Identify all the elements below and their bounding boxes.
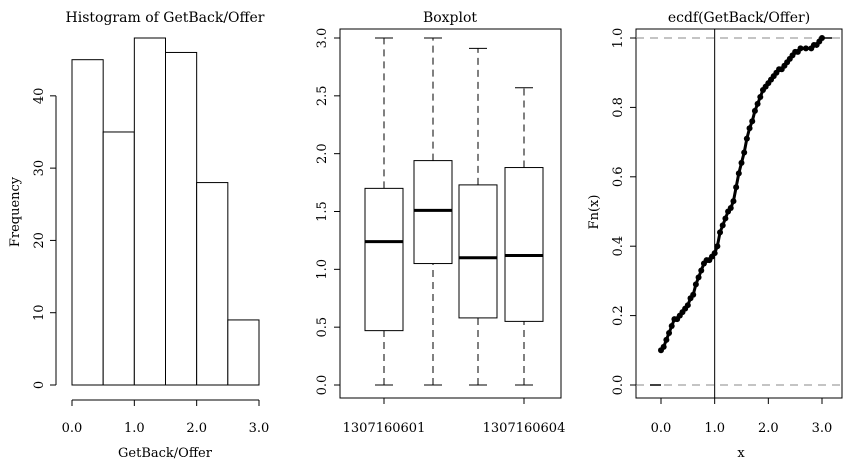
ecdf-curve — [650, 35, 832, 386]
ecdf-point — [663, 336, 670, 343]
histogram-x-tick-label: 2.0 — [186, 421, 207, 436]
ecdf-panel: ecdf(GetBack/Offer) x Fn(x) 0.0 1.0 2.0 3.0… — [587, 10, 843, 461]
ecdf-point — [722, 215, 729, 222]
ecdf-x-axis-label: x — [737, 446, 745, 461]
boxplot-box — [458, 184, 498, 319]
ecdf-point — [717, 229, 724, 236]
ecdf-x-tick-label: 2.0 — [758, 421, 779, 436]
ecdf-point — [660, 343, 667, 350]
ecdf-point — [730, 198, 737, 205]
ecdf-point — [751, 107, 758, 114]
ecdf-point — [819, 35, 825, 41]
boxplot-box — [413, 160, 453, 265]
histogram-y-tick-label: 20 — [32, 232, 47, 249]
ecdf-point — [668, 323, 675, 330]
histogram-bar — [102, 131, 135, 386]
ecdf-y-tick-label: 0.2 — [611, 305, 626, 326]
ecdf-point — [754, 100, 761, 107]
histogram-x-tick-label: 3.0 — [249, 421, 270, 436]
ecdf-point — [749, 118, 756, 125]
histogram-y-axis: 0 10 20 30 40 — [32, 88, 57, 389]
histogram-panel: Histogram of GetBack/Offer GetBack/Offer… — [8, 10, 269, 461]
histogram-y-tick-label: 30 — [32, 160, 47, 177]
ecdf-point — [711, 250, 718, 257]
ecdf-point — [690, 291, 697, 298]
ecdf-point — [727, 205, 734, 212]
histogram-y-axis-label: Frequency — [8, 176, 23, 247]
histogram-title: Histogram of GetBack/Offer — [66, 10, 265, 26]
boxplot-y-tick-label: 2.0 — [315, 143, 330, 164]
boxplot-box — [504, 167, 544, 322]
ecdf-point — [684, 302, 691, 309]
ecdf-x-tick-label: 1.0 — [704, 421, 725, 436]
boxplot-y-tick-label: 1.0 — [315, 259, 330, 280]
ecdf-point — [738, 159, 745, 166]
ecdf-point — [797, 45, 804, 52]
boxplot-y-tick-label: 0.0 — [315, 375, 330, 396]
ecdf-point — [698, 267, 705, 274]
ecdf-point — [692, 281, 699, 288]
ecdf-y-tick-label: 0.8 — [611, 97, 626, 118]
ecdf-reference-lines — [636, 29, 842, 398]
ecdf-point — [735, 170, 742, 177]
ecdf-title: ecdf(GetBack/Offer) — [668, 10, 810, 26]
ecdf-y-tick-label: 0.6 — [611, 166, 626, 187]
boxplot-boxes — [364, 37, 544, 386]
histogram-bar — [165, 51, 198, 386]
ecdf-point — [714, 243, 721, 250]
ecdf-y-tick-label: 0.4 — [611, 236, 626, 257]
boxplot-y-tick-label: 1.5 — [315, 201, 330, 222]
boxplot-y-tick-label: 3.0 — [315, 28, 330, 49]
ecdf-x-tick-label: 0.0 — [651, 421, 672, 436]
ecdf-point — [733, 184, 740, 191]
boxplot-panel: Boxplot 0.0 0.5 1.0 1.5 2.0 2.5 3.0 1307160601… — [315, 10, 565, 436]
ecdf-y-axis: 0.0 0.2 0.4 0.6 0.8 1.0 — [611, 28, 637, 396]
histogram-x-tick-label: 1.0 — [124, 421, 145, 436]
ecdf-step-line — [659, 37, 824, 352]
boxplot-box — [364, 187, 404, 332]
ecdf-y-tick-label: 0.0 — [611, 375, 626, 396]
ecdf-point — [741, 149, 748, 156]
histogram-bar — [196, 182, 229, 386]
histogram-y-tick-label: 40 — [32, 88, 47, 105]
histogram-bar — [71, 59, 104, 386]
histogram-bar — [133, 37, 166, 386]
boxplot-title: Boxplot — [423, 10, 477, 26]
boxplot-x-tick-label: 1307160601 — [343, 421, 426, 436]
boxplot-y-tick-label: 0.5 — [315, 317, 330, 338]
histogram-bar — [227, 319, 260, 386]
histogram-bars — [71, 37, 260, 386]
histogram-y-tick-label: 0 — [32, 381, 47, 389]
boxplot-x-axis: 1307160601 1307160604 — [343, 398, 566, 436]
ecdf-point — [743, 135, 750, 142]
ecdf-y-axis-label: Fn(x) — [587, 195, 602, 230]
ecdf-point — [757, 93, 764, 100]
boxplot-y-tick-label: 2.5 — [315, 85, 330, 106]
histogram-x-tick-label: 0.0 — [62, 421, 83, 436]
histogram-x-axis: 0.0 1.0 2.0 3.0 — [62, 399, 270, 436]
ecdf-y-tick-label: 1.0 — [611, 28, 626, 49]
ecdf-point — [666, 329, 673, 336]
ecdf-x-tick-label: 3.0 — [812, 421, 833, 436]
histogram-x-axis-label: GetBack/Offer — [118, 446, 213, 461]
ecdf-point — [802, 45, 809, 52]
ecdf-x-axis: 0.0 1.0 2.0 3.0 — [651, 397, 833, 436]
boxplot-y-axis: 0.0 0.5 1.0 1.5 2.0 2.5 3.0 — [315, 28, 341, 396]
histogram-y-tick-label: 10 — [32, 304, 47, 321]
ecdf-point — [719, 222, 726, 229]
ecdf-point — [746, 125, 753, 132]
ecdf-point — [695, 274, 702, 281]
boxplot-x-tick-label: 1307160604 — [483, 421, 566, 436]
